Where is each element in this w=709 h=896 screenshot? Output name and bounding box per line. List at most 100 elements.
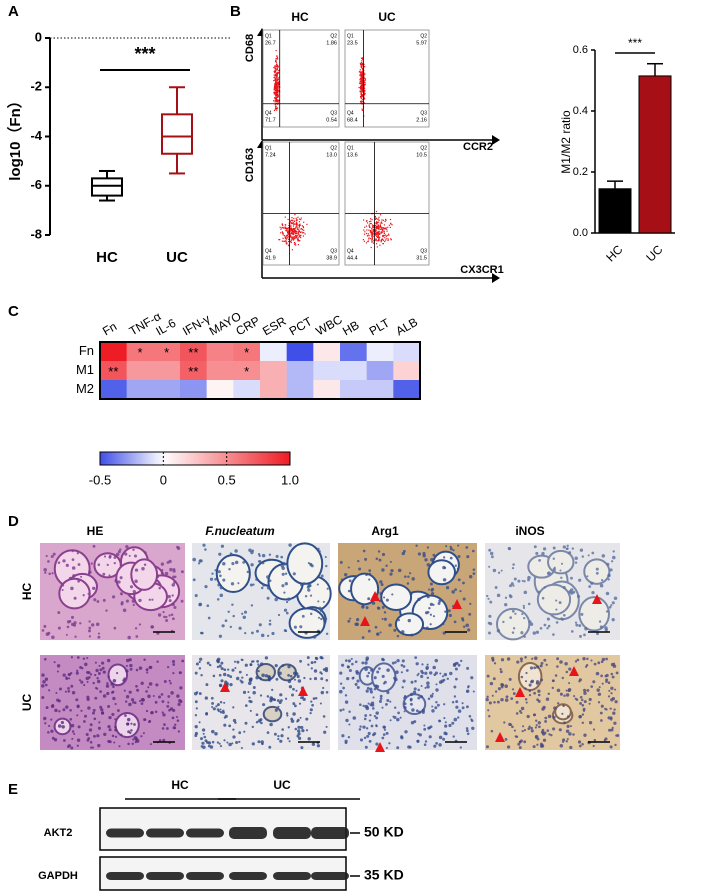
nucleus (198, 660, 201, 664)
nucleus (610, 692, 613, 695)
box (161, 113, 193, 155)
quadrant-value: 41.9 (265, 255, 276, 261)
event-dot (371, 232, 373, 234)
nucleus (538, 559, 541, 562)
event-dot (360, 92, 362, 94)
event-dot (274, 92, 276, 94)
event-dot (388, 234, 390, 236)
nucleus (48, 689, 51, 692)
nucleus (108, 715, 112, 720)
axis-label: CD68 (244, 34, 256, 62)
event-dot (296, 235, 298, 237)
nucleus (53, 661, 56, 664)
nucleus (400, 630, 405, 634)
event-dot (286, 229, 288, 231)
nucleus (111, 691, 114, 694)
nucleus (70, 622, 75, 627)
nucleus (541, 596, 545, 600)
nucleus (313, 677, 318, 681)
colorbar-tick-label: -0.5 (89, 472, 111, 487)
event-dot (274, 85, 276, 87)
event-dot (294, 223, 296, 225)
event-dot (391, 224, 393, 226)
nucleus (610, 728, 614, 732)
event-dot (372, 230, 374, 232)
event-dot (274, 71, 276, 73)
nucleus (83, 720, 86, 723)
nucleus (383, 617, 387, 621)
significance: ** (188, 364, 198, 379)
nucleus (548, 733, 551, 736)
nucleus (424, 686, 427, 689)
event-dot (361, 61, 363, 64)
event-dot (283, 227, 285, 229)
nucleus (487, 597, 490, 600)
event-dot (380, 239, 382, 241)
event-dot (289, 220, 291, 222)
event-dot (385, 227, 387, 229)
event-dot (289, 233, 291, 235)
nucleus (70, 656, 74, 659)
nucleus (266, 596, 270, 600)
event-dot (377, 234, 380, 236)
nucleus (41, 629, 45, 632)
nucleus (588, 721, 593, 725)
nucleus (301, 696, 305, 699)
nucleus (224, 714, 228, 719)
nucleus (583, 700, 587, 704)
nucleus (292, 702, 296, 706)
nucleus (359, 725, 362, 728)
nucleus (579, 695, 583, 699)
nucleus (467, 628, 471, 632)
nucleus (528, 683, 532, 687)
event-dot (277, 90, 279, 92)
nucleus (500, 697, 504, 702)
event-dot (287, 232, 289, 234)
nucleus (216, 660, 220, 664)
event-dot (377, 231, 379, 233)
nucleus (110, 682, 114, 686)
nucleus (539, 626, 543, 630)
event-dot (277, 85, 279, 87)
nucleus (124, 714, 127, 717)
event-dot (372, 242, 375, 244)
nucleus (385, 746, 388, 750)
nucleus (260, 721, 263, 725)
nucleus (465, 546, 469, 549)
event-dot (362, 75, 364, 77)
event-dot (288, 236, 290, 238)
nucleus (318, 550, 321, 553)
nucleus (200, 737, 203, 741)
nucleus (268, 619, 272, 622)
nucleus (585, 664, 589, 667)
nucleus (590, 581, 594, 585)
quadrant-value: 23.5 (347, 40, 358, 46)
nucleus (305, 717, 309, 721)
event-dot (285, 242, 287, 244)
nucleus (348, 579, 352, 583)
event-dot (382, 235, 384, 237)
nucleus (141, 566, 145, 571)
nucleus (565, 693, 570, 697)
nucleus (71, 691, 76, 695)
event-dot (298, 224, 300, 226)
nucleus (534, 726, 537, 729)
nucleus (117, 580, 121, 584)
nucleus (239, 679, 242, 682)
event-dot (290, 239, 292, 241)
event-dot (364, 93, 366, 95)
nucleus (525, 701, 528, 704)
nucleus (259, 662, 264, 666)
event-dot (285, 227, 287, 230)
nucleus (372, 733, 375, 737)
nucleus (138, 623, 142, 626)
axis-label: CCR2 (463, 141, 493, 153)
nucleus (544, 716, 548, 720)
event-dot (362, 67, 364, 69)
nucleus (428, 671, 433, 675)
quadrant-value: 26.7 (265, 40, 276, 46)
event-dot (301, 231, 303, 233)
nucleus (322, 715, 326, 718)
event-dot (275, 50, 277, 52)
event-dot (385, 218, 387, 220)
